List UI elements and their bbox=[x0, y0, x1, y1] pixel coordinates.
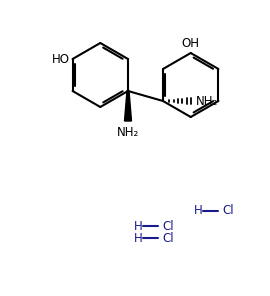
Text: NH₂: NH₂ bbox=[196, 94, 218, 107]
Text: Cl: Cl bbox=[222, 205, 234, 218]
Text: OH: OH bbox=[182, 37, 200, 50]
Text: Cl: Cl bbox=[162, 220, 174, 232]
Text: HO: HO bbox=[52, 52, 70, 65]
Polygon shape bbox=[124, 91, 131, 121]
Text: H: H bbox=[194, 205, 202, 218]
Text: NH₂: NH₂ bbox=[117, 126, 139, 139]
Text: Cl: Cl bbox=[162, 231, 174, 244]
Text: H: H bbox=[134, 220, 142, 232]
Text: H: H bbox=[134, 231, 142, 244]
